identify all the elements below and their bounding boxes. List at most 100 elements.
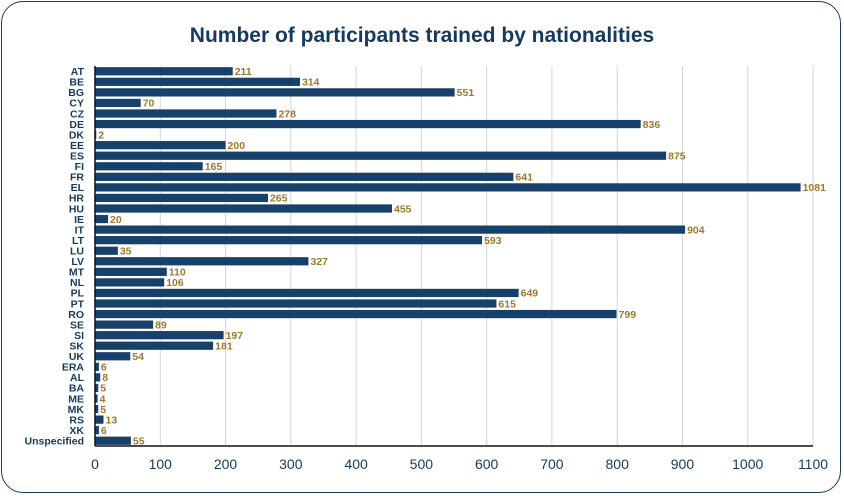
x-tick-label: 400 [344, 456, 368, 472]
x-tick-label: 1100 [798, 456, 828, 472]
category-label: AL [70, 372, 85, 384]
value-label: 265 [270, 193, 288, 205]
value-label: 8 [102, 372, 108, 384]
category-label: UK [69, 351, 85, 363]
value-label: 106 [166, 277, 184, 289]
category-label: LV [71, 256, 84, 268]
x-tick-label: 800 [606, 456, 630, 472]
bar [95, 362, 99, 371]
x-tick-label: 900 [671, 456, 695, 472]
value-label: 327 [310, 256, 328, 268]
category-label: SE [70, 319, 84, 331]
bar [95, 88, 455, 97]
value-label: 278 [278, 108, 296, 120]
value-label: 593 [484, 235, 502, 247]
category-label: EL [71, 182, 85, 194]
bar [95, 426, 99, 435]
category-label: DK [69, 129, 85, 141]
category-label: HR [69, 193, 85, 205]
value-label: 5 [100, 404, 106, 416]
category-label: PL [71, 288, 85, 300]
value-label: 211 [235, 66, 252, 78]
bar [95, 204, 392, 213]
bar [95, 404, 99, 414]
value-label: 615 [498, 298, 516, 310]
bar [95, 98, 141, 108]
category-label: PT [71, 298, 85, 310]
x-tick-label: 500 [410, 456, 434, 472]
bar [95, 119, 641, 129]
category-label: NL [70, 277, 85, 289]
bar [95, 246, 118, 255]
bar [95, 299, 497, 308]
value-label: 6 [101, 425, 107, 437]
category-label: LT [72, 235, 85, 247]
category-label: AT [71, 66, 85, 78]
bar [95, 183, 801, 192]
bar [95, 288, 519, 298]
category-label: SK [69, 341, 84, 353]
bar [95, 278, 165, 287]
bar [95, 225, 686, 234]
value-label: 110 [169, 267, 186, 279]
value-label: 314 [302, 77, 320, 89]
value-label: 89 [155, 319, 167, 331]
value-label: 6 [101, 362, 107, 374]
value-label: 197 [226, 330, 244, 342]
value-label: 165 [205, 161, 223, 173]
category-label: BE [69, 77, 84, 89]
category-label: ERA [62, 362, 85, 374]
category-label: EE [70, 140, 84, 152]
value-label: 200 [228, 140, 246, 152]
value-label: 70 [143, 98, 155, 110]
category-label: HU [69, 203, 84, 215]
x-tick-label: 100 [149, 456, 173, 472]
bar [95, 77, 300, 86]
value-label: 551 [457, 87, 475, 99]
x-tick-label: 700 [540, 456, 564, 472]
category-label: FI [75, 161, 84, 173]
x-tick-label: 200 [214, 456, 238, 472]
value-label: 641 [515, 172, 533, 184]
value-label: 799 [619, 309, 637, 321]
value-label: 4 [100, 393, 106, 405]
bar [95, 309, 617, 319]
bar [95, 257, 309, 266]
category-label: RO [68, 309, 84, 321]
category-label: MK [68, 404, 85, 416]
bar [95, 415, 104, 424]
bar [95, 236, 483, 245]
x-tick-label: 600 [475, 456, 499, 472]
value-label: 13 [105, 414, 117, 426]
value-label: 54 [132, 351, 144, 363]
category-label: RS [69, 414, 84, 426]
category-label: Unspecified [24, 436, 84, 448]
value-label: 1081 [803, 182, 827, 194]
x-tick-label: 1000 [732, 456, 763, 472]
value-label: 35 [120, 246, 132, 258]
category-label: FR [70, 172, 84, 184]
category-label: MT [69, 267, 85, 279]
chart-title: Number of participants trained by nation… [189, 24, 655, 47]
category-label: CZ [70, 108, 85, 120]
x-tick-label: 300 [279, 456, 303, 472]
category-label: IE [74, 214, 84, 226]
bar [95, 352, 131, 361]
bar [95, 267, 167, 276]
x-tick-label: 0 [91, 456, 99, 472]
category-label: LU [70, 246, 84, 258]
category-label: ES [70, 151, 84, 163]
bar [95, 331, 224, 340]
category-label: DE [69, 119, 84, 131]
category-label: CY [69, 98, 84, 110]
bar [95, 341, 214, 350]
bar [95, 394, 98, 403]
bar [95, 67, 233, 76]
category-label: BA [69, 383, 85, 395]
bar [95, 109, 277, 118]
bar [95, 141, 226, 150]
bar [95, 436, 131, 445]
category-label: BG [68, 87, 84, 99]
value-label: 20 [110, 214, 122, 226]
